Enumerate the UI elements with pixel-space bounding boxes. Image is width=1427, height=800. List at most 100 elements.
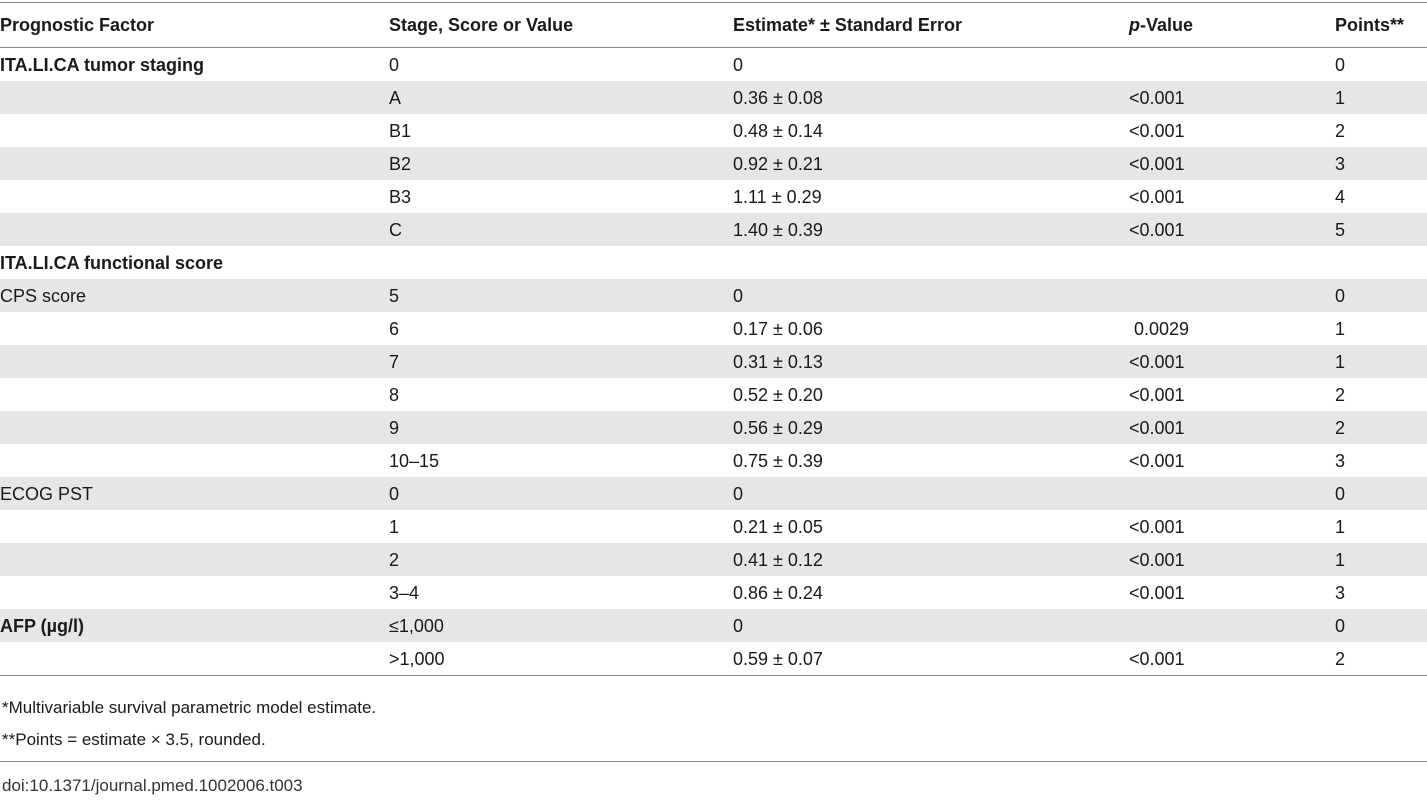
cell-estimate: 0.86 ± 0.24 (733, 582, 823, 603)
cell-estimate: 0 (733, 609, 1129, 642)
cell-estimate: 0.21 ± 0.05 (733, 516, 823, 537)
cell-estimate: 0.59 ± 0.07 (733, 642, 1129, 676)
cell-p-value (1129, 609, 1335, 642)
cell-prognostic-factor (0, 543, 389, 576)
header-points: Points** (1335, 2, 1427, 48)
cell-points: 3 (1335, 147, 1427, 180)
cell-points: 1 (1335, 516, 1346, 537)
cell-p-value: <0.001 (1129, 516, 1185, 537)
cell-points: 2 (1335, 411, 1427, 444)
cell-p-value: <0.001 (1129, 213, 1335, 246)
cell-estimate: 0.75 ± 0.39 (733, 450, 823, 471)
cell-stage: 3–4 (389, 582, 420, 603)
cell-p-value: <0.001 (1129, 81, 1335, 114)
cell-p-value: <0.001 (1129, 345, 1335, 378)
cell-points: 3 (1335, 450, 1346, 471)
cell-p-value: <0.001 (1129, 147, 1335, 180)
table-row: 8 0.52 ± 0.20 <0.001 2 (0, 378, 1427, 411)
cell-estimate: 0.92 ± 0.21 (733, 147, 1129, 180)
table-row: 9 0.56 ± 0.29 <0.001 2 (0, 411, 1427, 444)
table-row: 1 0.21 ± 0.05 <0.001 1 (0, 510, 1427, 543)
cell-points: 2 (1335, 120, 1346, 141)
cell-estimate (733, 246, 1129, 279)
cell-prognostic-factor: ITA.LI.CA functional score (0, 252, 224, 273)
cell-p-value: <0.001 (1129, 120, 1185, 141)
table-row: B2 0.92 ± 0.21 <0.001 3 (0, 147, 1427, 180)
cell-stage: ≤1,000 (389, 609, 733, 642)
cell-estimate: 0.17 ± 0.06 (733, 318, 823, 339)
cell-estimate: 0.31 ± 0.13 (733, 345, 1129, 378)
cell-prognostic-factor (0, 444, 389, 477)
cell-estimate: 1.40 ± 0.39 (733, 213, 1129, 246)
cell-prognostic-factor: ECOG PST (0, 477, 389, 510)
cell-prognostic-factor: ITA.LI.CA tumor staging (0, 54, 204, 75)
table-body: ITA.LI.CA tumor staging 0 0 0 A 0.36 ± 0.08 <0… (0, 48, 1427, 676)
cell-p-value: <0.001 (1129, 582, 1185, 603)
cell-stage (389, 246, 733, 279)
cell-p-value: <0.001 (1129, 642, 1335, 676)
cell-prognostic-factor (0, 378, 389, 411)
table-row: CPS score 5 0 0 (0, 279, 1427, 312)
cell-p-value: <0.001 (1129, 450, 1185, 471)
cell-points: 1 (1335, 345, 1427, 378)
cell-prognostic-factor (0, 180, 389, 213)
table-row: ITA.LI.CA tumor staging 0 0 0 (0, 48, 1427, 82)
cell-estimate: 0 (733, 279, 1129, 312)
cell-prognostic-factor (0, 213, 389, 246)
cell-points: 0 (1335, 609, 1427, 642)
cell-p-value (1129, 48, 1335, 82)
cell-estimate: 0.56 ± 0.29 (733, 411, 1129, 444)
cell-points: 2 (1335, 384, 1346, 405)
cell-p-value (1129, 477, 1335, 510)
footer-divider (0, 761, 1427, 762)
cell-prognostic-factor (0, 147, 389, 180)
table-row: 7 0.31 ± 0.13 <0.001 1 (0, 345, 1427, 378)
cell-points: 5 (1335, 213, 1427, 246)
cell-estimate: 0 (733, 477, 1129, 510)
cell-prognostic-factor (0, 81, 389, 114)
cell-estimate: 0 (733, 54, 744, 75)
header-p-italic: p (1129, 15, 1140, 35)
cell-stage: 8 (389, 384, 400, 405)
cell-stage: 2 (389, 543, 733, 576)
cell-points (1335, 246, 1427, 279)
cell-stage: 5 (389, 279, 733, 312)
cell-estimate: 0.36 ± 0.08 (733, 81, 1129, 114)
cell-stage: A (389, 81, 733, 114)
table-row: A 0.36 ± 0.08 <0.001 1 (0, 81, 1427, 114)
cell-prognostic-factor (0, 576, 389, 609)
cell-estimate: 0.41 ± 0.12 (733, 543, 1129, 576)
cell-prognostic-factor (0, 114, 389, 147)
header-stage: Stage, Score or Value (389, 2, 733, 48)
cell-stage: >1,000 (389, 642, 733, 676)
cell-p-value (1129, 246, 1335, 279)
header-p-rest: -Value (1140, 15, 1194, 35)
header-p-value: p-Value (1129, 2, 1335, 48)
cell-stage: 0 (389, 54, 400, 75)
cell-p-value: <0.001 (1129, 543, 1335, 576)
cell-stage: 10–15 (389, 450, 440, 471)
cell-points: 0 (1335, 477, 1427, 510)
header-prognostic-factor: Prognostic Factor (0, 2, 389, 48)
cell-estimate: 1.11 ± 0.29 (733, 186, 822, 207)
cell-stage: 9 (389, 411, 733, 444)
cell-points: 1 (1335, 81, 1427, 114)
table-row: B3 1.11 ± 0.29 <0.001 4 (0, 180, 1427, 213)
cell-stage: B1 (389, 120, 412, 141)
cell-p-value: <0.001 (1129, 411, 1335, 444)
cell-stage: B2 (389, 147, 733, 180)
table-row: 6 0.17 ± 0.06 0.0029 1 (0, 312, 1427, 345)
cell-prognostic-factor (0, 312, 389, 345)
cell-estimate: 0.48 ± 0.14 (733, 120, 823, 141)
table-row: 3–4 0.86 ± 0.24 <0.001 3 (0, 576, 1427, 609)
header-estimate: Estimate* ± Standard Error (733, 2, 1129, 48)
footnote-estimate: *Multivariable survival parametric model… (2, 698, 377, 717)
table-row: 10–15 0.75 ± 0.39 <0.001 3 (0, 444, 1427, 477)
cell-points: 2 (1335, 642, 1427, 676)
cell-prognostic-factor (0, 345, 389, 378)
cell-stage: 7 (389, 345, 733, 378)
footnote-points: **Points = estimate × 3.5, rounded. (2, 730, 266, 749)
cell-p-value: 0.0029 (1129, 318, 1190, 339)
prognostic-factors-table: Prognostic Factor Stage, Score or Value … (0, 2, 1427, 676)
